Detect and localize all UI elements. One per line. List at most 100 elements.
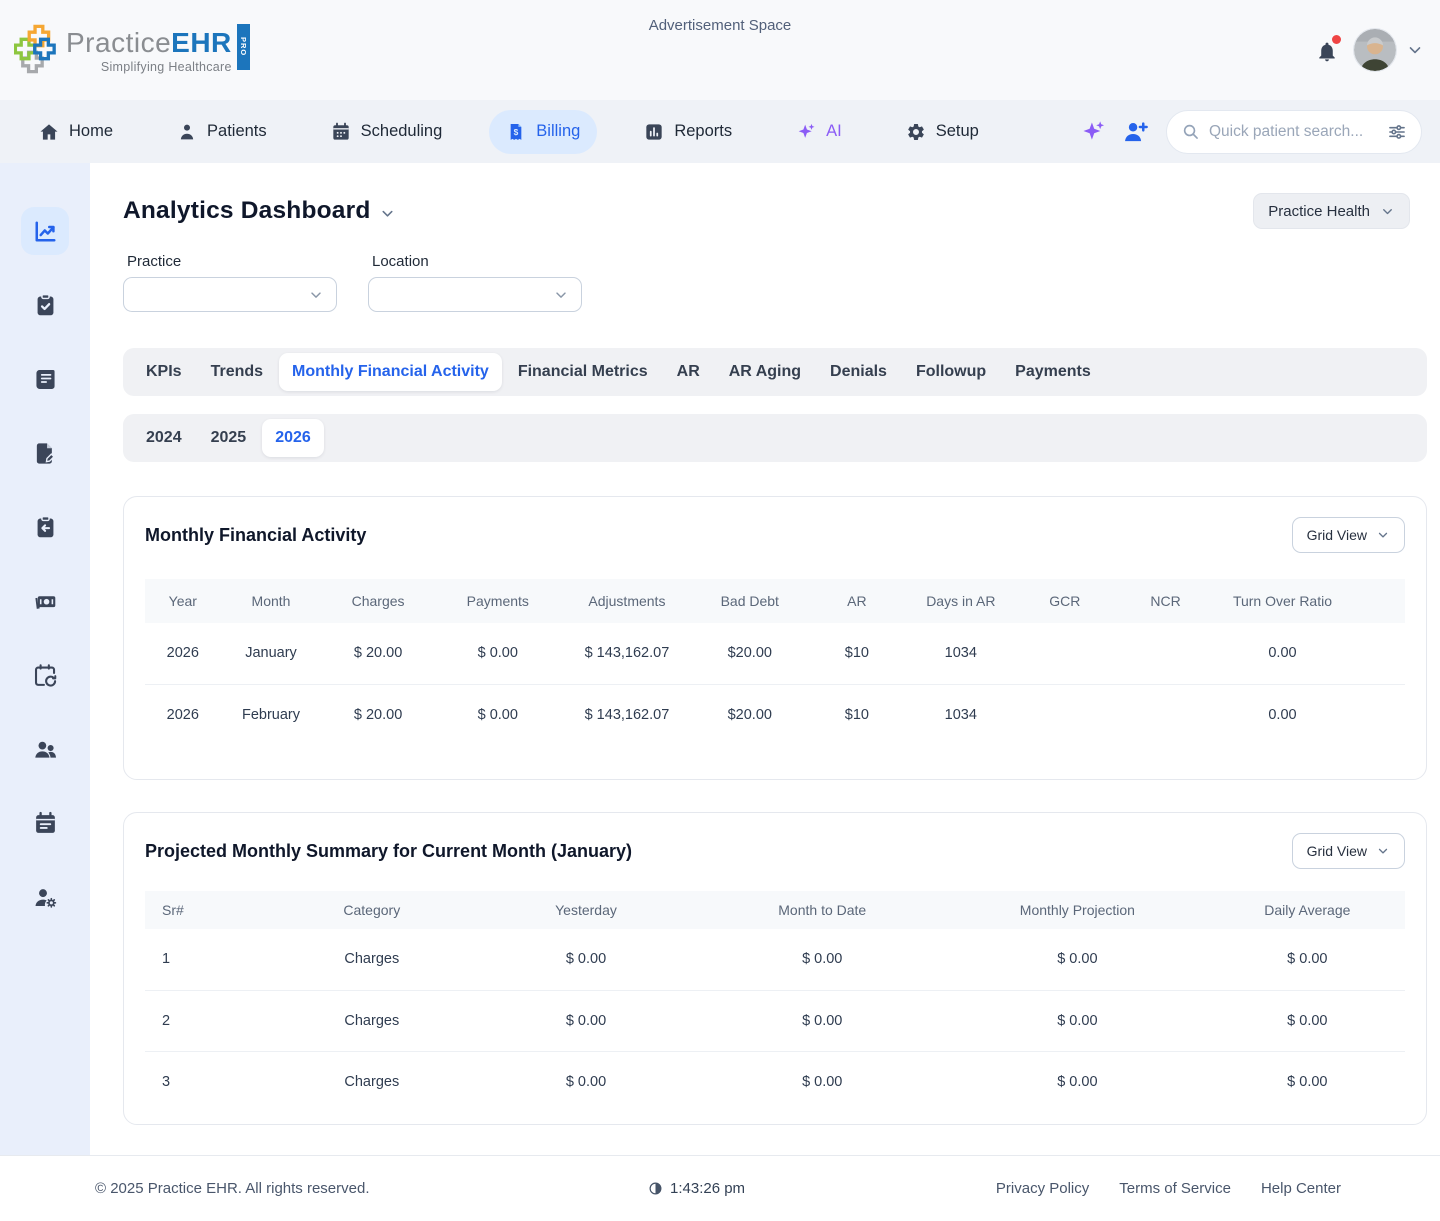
sidebar-item-line-chart[interactable] [21, 207, 69, 255]
logo-wordmark: PracticeEHR [66, 27, 232, 58]
tab-trends[interactable]: Trends [210, 363, 264, 380]
sidebar-item-calendar-event[interactable] [21, 799, 69, 847]
location-filter-label: Location [372, 253, 429, 270]
nav-item-label: AI [826, 122, 842, 140]
tab-payments[interactable]: Payments [1015, 363, 1091, 380]
tab-ar[interactable]: AR [676, 363, 700, 380]
nav-item-home[interactable]: Home [22, 110, 130, 154]
table-row[interactable]: 2026 February $ 20.00 $ 0.00 $ 143,162.07 $20… [145, 684, 1405, 745]
column-header-turn-over-ratio: Turn Over Ratio [1215, 579, 1405, 623]
table-cell: 2 [145, 990, 271, 1052]
nav-item-reports[interactable]: Reports [627, 110, 749, 154]
avatar[interactable] [1354, 29, 1396, 71]
profile-chevron-down-icon[interactable] [1406, 41, 1424, 59]
tab-followup[interactable]: Followup [915, 363, 987, 380]
table-cell: $20.00 [693, 623, 807, 685]
tab-ar-aging[interactable]: AR Aging [728, 363, 802, 380]
column-header-gcr: GCR [1014, 579, 1116, 623]
table-cell: $20.00 [727, 706, 772, 723]
table-row[interactable]: 1 Charges $ 0.00 $ 0.00 $ 0.00 $ 0.00 [145, 929, 1405, 991]
nav-item-billing[interactable]: $ Billing [489, 109, 598, 154]
table-cell: $ 0.00 [472, 990, 700, 1052]
home-icon [39, 122, 59, 142]
notification-bell-icon[interactable] [1316, 35, 1341, 62]
sidebar-item-clipboard-check[interactable] [21, 281, 69, 329]
terms-of-service-link[interactable]: Terms of Service [1119, 1180, 1231, 1197]
practice-health-dropdown[interactable]: Practice Health [1253, 193, 1410, 229]
year-tab-bar: 2024 2025 2026 [123, 414, 1427, 462]
table-cell: $ 0.00 [477, 706, 518, 723]
table-header-row: Year Month Charges Payments Adjustments Bad D… [145, 579, 1405, 623]
search-filter-sliders-icon[interactable] [1387, 122, 1407, 142]
help-center-link[interactable]: Help Center [1260, 1180, 1341, 1197]
column-header-charges: Charges [321, 579, 435, 623]
ai-sparkle-icon[interactable] [1080, 119, 1106, 145]
search-input[interactable] [1209, 122, 1378, 141]
sidebar-item-cash[interactable] [21, 577, 69, 625]
sidebar-item-calendar-history[interactable] [21, 651, 69, 699]
grid-view-button[interactable]: Grid View [1291, 833, 1405, 869]
page-title-chevron-down-icon[interactable] [379, 205, 396, 222]
table-row[interactable]: 2 Charges $ 0.00 $ 0.00 $ 0.00 $ 0.00 [145, 990, 1405, 1052]
tab-financial-metrics[interactable]: Financial Metrics [517, 363, 648, 380]
table-cell: $ 0.00 [802, 1073, 843, 1090]
table-cell: $ 0.00 [945, 929, 1210, 991]
practice-ehr-logo[interactable]: PracticeEHR Simplifying Healthcare PRO [14, 22, 250, 75]
sidebar-item-users[interactable] [21, 725, 69, 773]
column-header-payments: Payments [434, 579, 561, 623]
sidebar-item-user-gear[interactable] [21, 873, 69, 921]
table-cell: January [220, 623, 322, 685]
column-header-daily-average: Daily Average [1209, 891, 1405, 929]
privacy-policy-link[interactable]: Privacy Policy [995, 1180, 1090, 1197]
table-cell: $ 0.00 [945, 990, 1210, 1052]
logo-pro-badge: PRO [236, 24, 250, 70]
sidebar-item-receipt[interactable] [21, 355, 69, 403]
column-header-ar: AR [806, 579, 908, 623]
search-icon [1181, 122, 1200, 141]
table-cell: $ 20.00 [321, 623, 435, 685]
tab-monthly-financial-activity[interactable]: Monthly Financial Activity [279, 353, 502, 391]
table-cell: $ 143,162.07 [560, 623, 694, 685]
nav-item-ai[interactable]: AI [779, 110, 859, 154]
practice-select[interactable] [123, 277, 337, 312]
calendar-icon [331, 122, 351, 142]
table-cell: $ 0.00 [1287, 1073, 1328, 1090]
chevron-down-icon [1376, 844, 1390, 858]
chevron-down-icon [1380, 204, 1395, 219]
grid-view-button[interactable]: Grid View [1291, 517, 1405, 553]
table-cell: 3 [162, 1073, 171, 1090]
nav-item-label: Billing [536, 122, 581, 140]
table-cell: $ 0.00 [565, 1073, 607, 1090]
sparkle-icon [796, 122, 816, 142]
tab-kpis[interactable]: KPIs [146, 363, 182, 380]
quick-patient-search[interactable] [1166, 109, 1422, 154]
table-cell: $ 0.00 [699, 990, 946, 1052]
clipboard-check-icon [33, 293, 58, 318]
sidebar-item-document-edit[interactable] [21, 429, 69, 477]
copyright-text: © 2025 Practice EHR. All rights reserved… [95, 1180, 370, 1197]
nav-item-patients[interactable]: Patients [160, 110, 284, 154]
column-header-category: Category [271, 891, 473, 929]
nav-item-scheduling[interactable]: Scheduling [314, 110, 460, 154]
year-tab-2024[interactable]: 2024 [146, 429, 182, 446]
logo-tagline: Simplifying Healthcare [100, 60, 232, 74]
tab-denials[interactable]: Denials [830, 363, 887, 380]
top-header: Advertisement Space PracticeEHR Simplify… [0, 0, 1440, 100]
user-gear-icon [33, 885, 58, 910]
table-cell [1014, 623, 1116, 685]
table-cell: 1 [145, 929, 271, 991]
clock-icon [648, 1181, 663, 1196]
table-row[interactable]: 2026 January $ 20.00 $ 0.00 $ 143,162.07 $20.… [145, 623, 1405, 685]
nav-item-label: Setup [935, 122, 979, 140]
left-sidebar [0, 163, 90, 1155]
year-tab-2025[interactable]: 2025 [210, 429, 247, 446]
add-patient-icon[interactable] [1123, 119, 1149, 145]
calendar-event-icon [33, 811, 58, 836]
nav-item-setup[interactable]: Setup [889, 110, 996, 154]
table-row[interactable]: 3 Charges $ 0.00 $ 0.00 $ 0.00 $ 0.00 [145, 1051, 1405, 1112]
sidebar-item-clipboard-return[interactable] [21, 503, 69, 551]
year-tab-2026[interactable]: 2026 [262, 419, 324, 457]
location-select[interactable] [368, 277, 582, 312]
nav-item-label: Home [69, 122, 114, 140]
monthly-financial-activity-table: Year Month Charges Payments Adjustments Bad D… [145, 579, 1405, 745]
